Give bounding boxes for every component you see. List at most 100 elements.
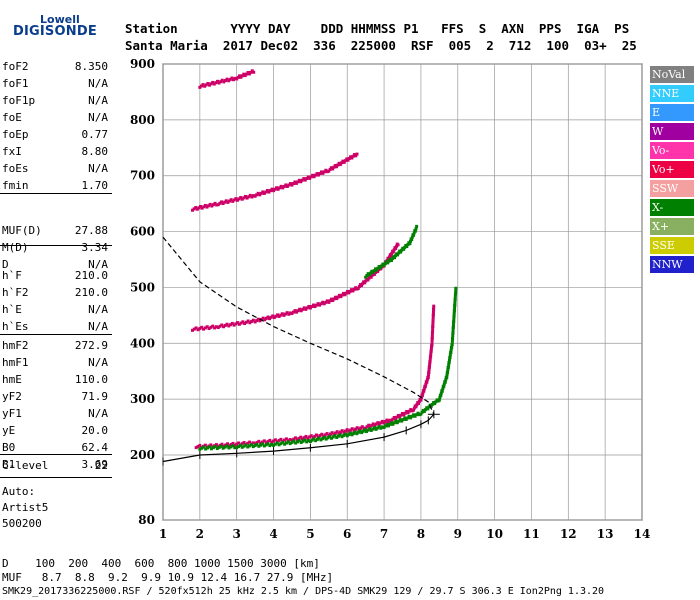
trace-point bbox=[347, 156, 351, 160]
trace-point bbox=[431, 316, 435, 320]
trace-point bbox=[296, 180, 300, 184]
trace-point bbox=[237, 445, 241, 449]
trace-point bbox=[203, 443, 207, 447]
trace-point bbox=[288, 438, 292, 442]
trace-point bbox=[428, 360, 432, 364]
trace-point bbox=[412, 231, 416, 235]
x-tick-label: 12 bbox=[560, 527, 577, 541]
trace-point bbox=[251, 441, 255, 445]
trace-point bbox=[227, 446, 231, 450]
trace-point bbox=[227, 444, 231, 448]
trace-point bbox=[308, 176, 312, 180]
legend-item: X+ bbox=[650, 218, 694, 235]
trace-point bbox=[402, 247, 406, 251]
trace-point bbox=[427, 371, 431, 375]
param-row: D N/A bbox=[2, 258, 108, 275]
param-value: 22 bbox=[94, 459, 108, 472]
trace-point bbox=[430, 339, 434, 343]
trace-point bbox=[220, 323, 224, 327]
trace-point bbox=[334, 165, 338, 169]
trace-point bbox=[253, 194, 257, 198]
trace-point bbox=[393, 256, 397, 260]
y-tick-label: 900 bbox=[130, 57, 155, 71]
param-row: foF1 N/A bbox=[2, 77, 108, 94]
trace-point bbox=[273, 438, 277, 442]
legend-item: E bbox=[650, 104, 694, 121]
trace-point bbox=[204, 447, 208, 451]
x-tick-label: 3 bbox=[233, 527, 241, 541]
trace-point bbox=[344, 291, 348, 295]
trace-point bbox=[422, 389, 426, 393]
trace-point bbox=[293, 309, 297, 313]
trace-point bbox=[294, 441, 298, 445]
trace-point bbox=[200, 206, 204, 210]
trace-point bbox=[390, 257, 394, 261]
trace-point bbox=[299, 309, 303, 313]
trace-point bbox=[281, 186, 285, 190]
trace-point bbox=[431, 322, 435, 326]
trace-point bbox=[451, 326, 455, 330]
trace-point bbox=[240, 442, 244, 446]
trace-point bbox=[242, 196, 246, 200]
trace-point bbox=[350, 427, 354, 431]
trace-point bbox=[448, 353, 452, 357]
trace-point bbox=[192, 327, 196, 331]
trace-point bbox=[352, 287, 356, 291]
trace-point bbox=[301, 439, 305, 443]
trace-point bbox=[246, 441, 250, 445]
legend-item: Vo- bbox=[650, 142, 694, 159]
trace-point bbox=[273, 442, 277, 446]
trace-point bbox=[416, 401, 420, 405]
header-labels: Station YYYY DAY DDD HHMMSS P1 FFS S AXN… bbox=[125, 21, 630, 36]
trace-point bbox=[354, 427, 358, 431]
trace-point bbox=[373, 424, 377, 428]
trace-point bbox=[196, 328, 200, 332]
trace-point bbox=[255, 442, 259, 446]
param-value: 3.34 bbox=[81, 241, 109, 254]
trace-point bbox=[194, 206, 198, 210]
separator bbox=[0, 477, 112, 478]
trace-point bbox=[349, 428, 353, 432]
trace-point bbox=[232, 323, 236, 327]
trace-point bbox=[250, 319, 254, 323]
x-tick-label: 6 bbox=[343, 527, 351, 541]
trace-point bbox=[270, 187, 274, 191]
trace-point bbox=[232, 198, 236, 202]
trace-point bbox=[268, 317, 272, 321]
trace-point bbox=[246, 445, 250, 449]
trace-point bbox=[202, 327, 206, 331]
trace-point bbox=[209, 325, 213, 329]
trace-point bbox=[432, 304, 436, 308]
trace-point bbox=[282, 313, 286, 317]
param-value: 71.9 bbox=[81, 390, 109, 403]
trace-point bbox=[321, 171, 325, 175]
trace-point bbox=[387, 259, 391, 263]
trace-point bbox=[367, 276, 371, 280]
trace-point bbox=[422, 409, 426, 413]
trace-point bbox=[391, 417, 395, 421]
trace-point bbox=[430, 336, 434, 340]
trace-point bbox=[207, 204, 211, 208]
param-value: 210.0 bbox=[74, 269, 108, 282]
trace-point bbox=[198, 443, 202, 447]
trace-point bbox=[219, 200, 223, 204]
trace-point bbox=[203, 203, 207, 207]
trace-point bbox=[383, 420, 387, 424]
trace-point bbox=[413, 229, 417, 233]
trace-point bbox=[269, 315, 273, 319]
trace-point bbox=[392, 421, 396, 425]
trace-point bbox=[438, 396, 442, 400]
param-row: foF2 8.350 bbox=[2, 60, 108, 77]
trace-point bbox=[454, 292, 458, 296]
trace-point bbox=[279, 313, 283, 317]
y-tick-label: 600 bbox=[130, 225, 155, 239]
param-name: fxI bbox=[2, 145, 22, 158]
trace-point bbox=[244, 443, 248, 447]
trace-point bbox=[258, 193, 262, 197]
trace-point bbox=[262, 191, 266, 195]
trace-point bbox=[340, 161, 344, 165]
trace-point bbox=[243, 74, 247, 78]
y-tick-label: 500 bbox=[130, 280, 155, 294]
trace-point bbox=[390, 251, 394, 255]
